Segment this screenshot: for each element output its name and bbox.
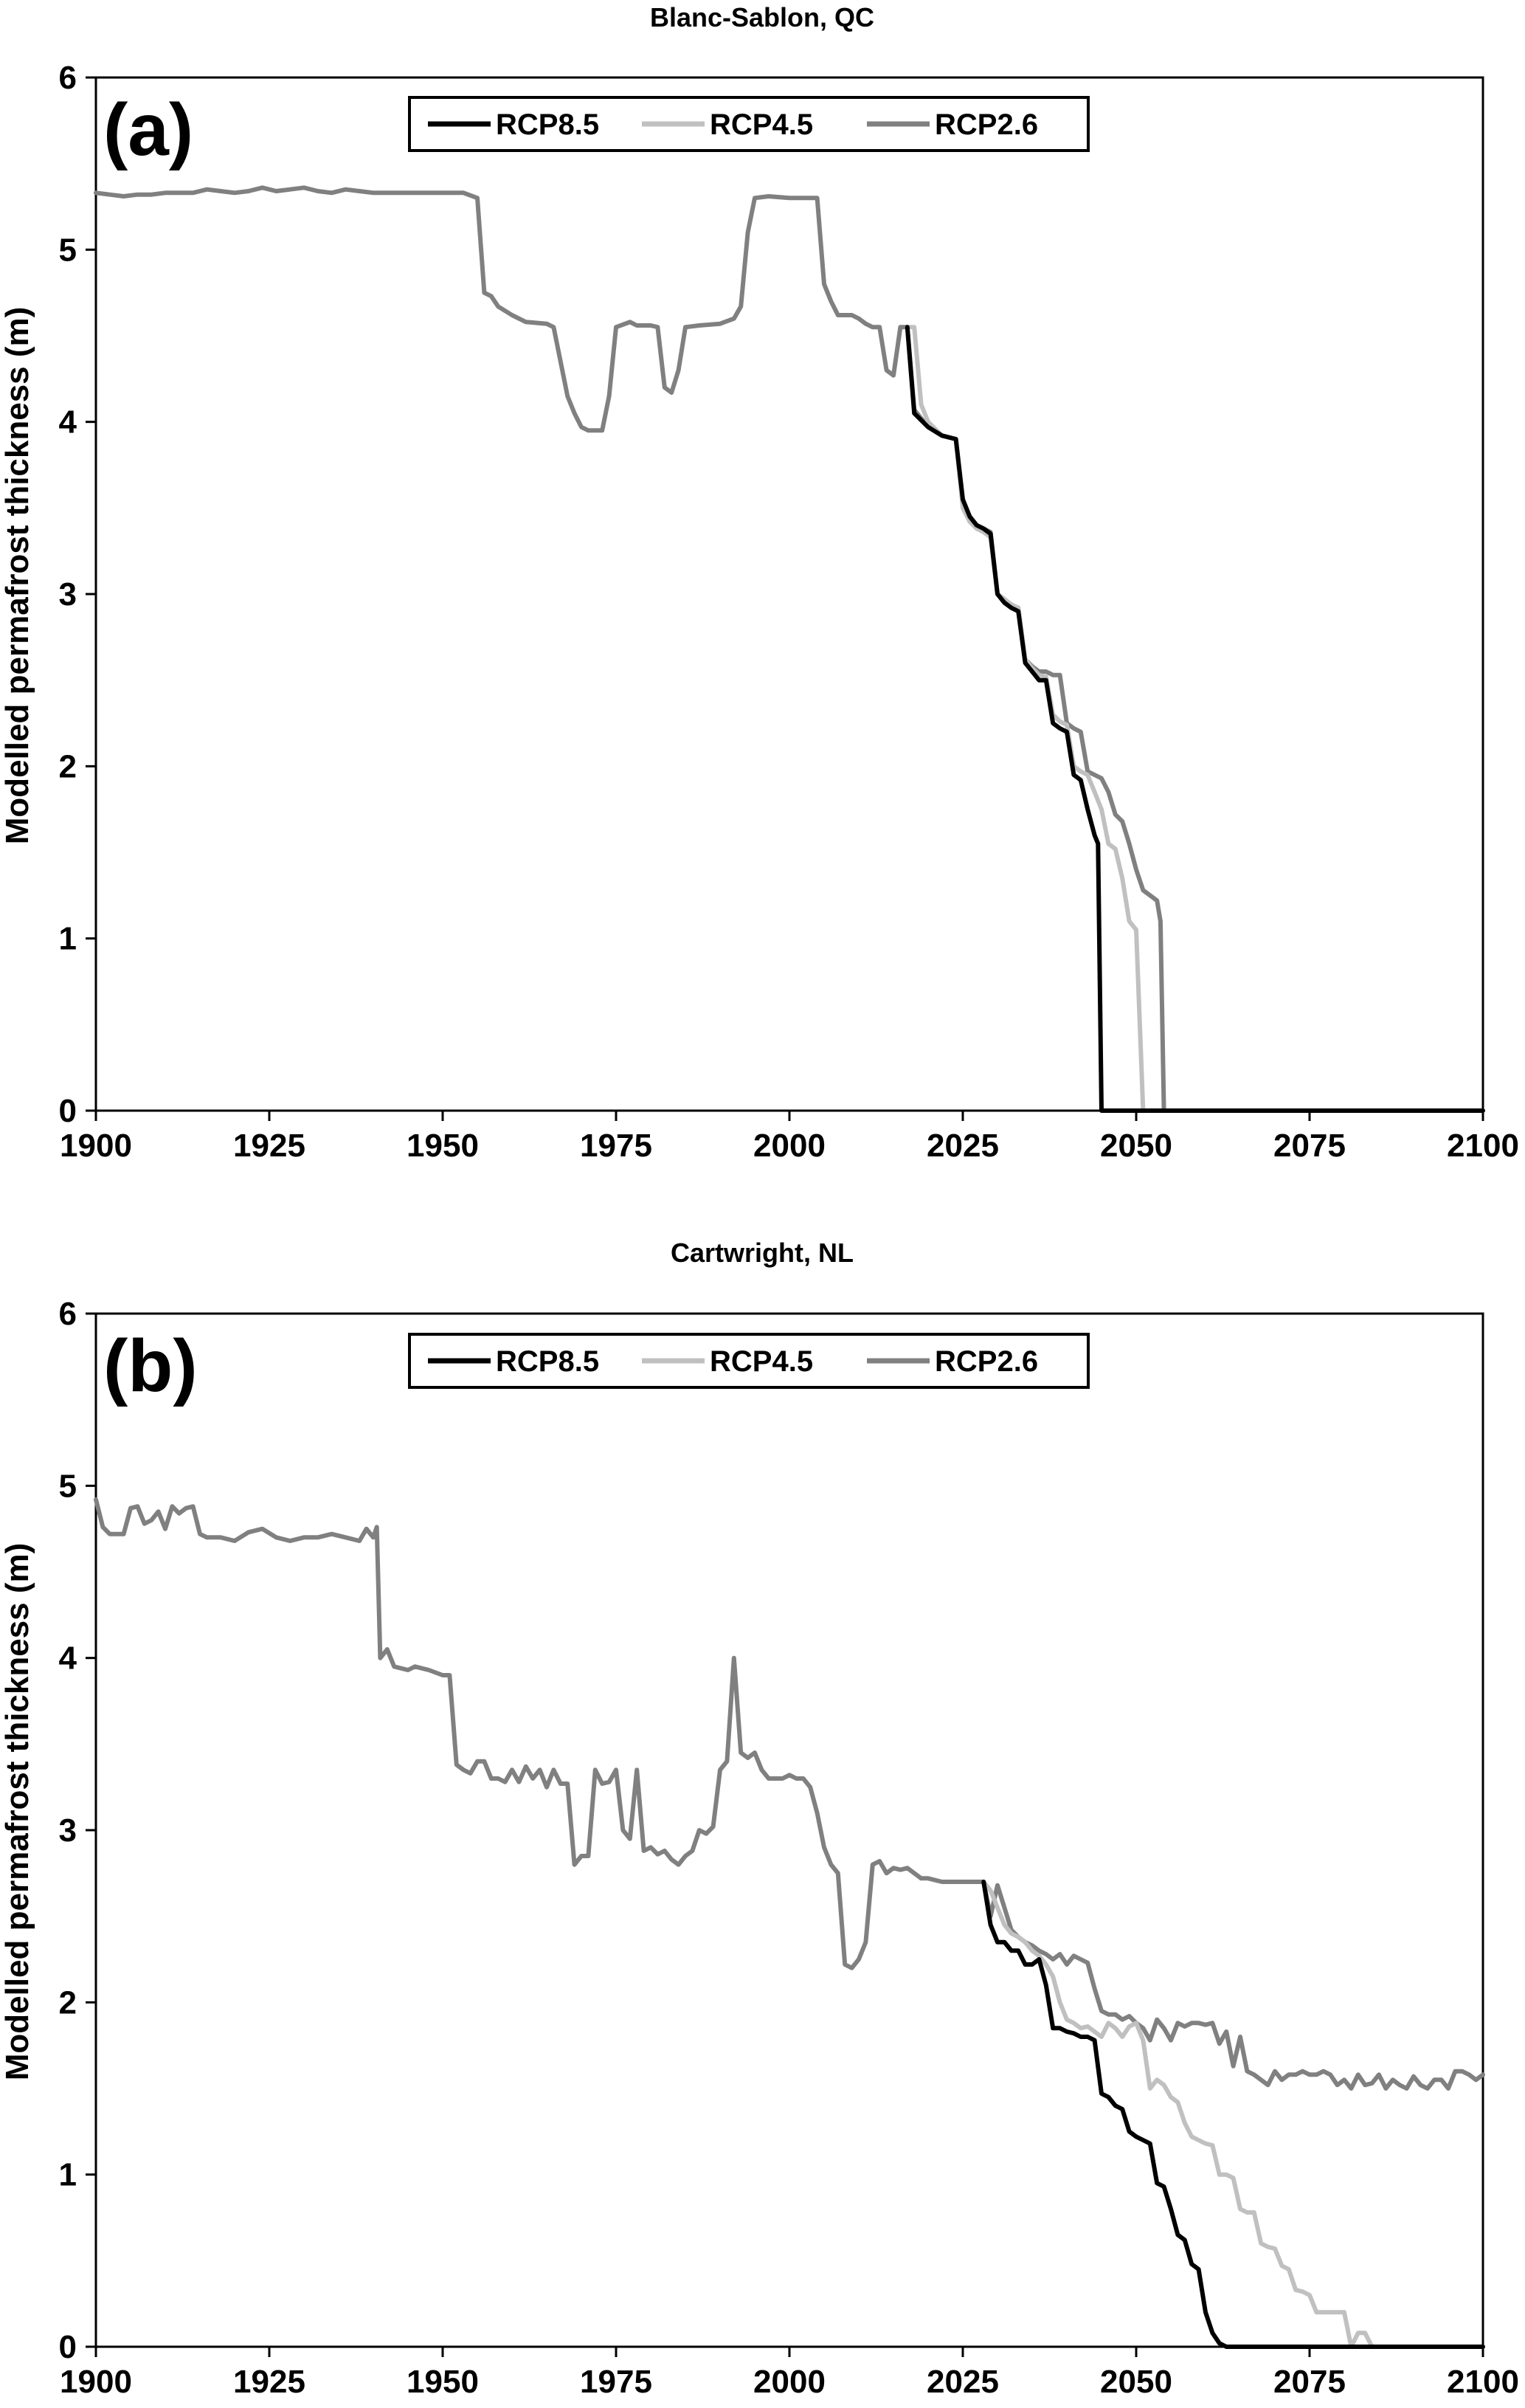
panel-b-legend: RCP8.5 RCP4.5 RCP2.6 xyxy=(408,1333,1090,1389)
panel-b-legend-label-rcp85: RCP8.5 xyxy=(496,1345,599,1378)
panel-b-x-tick-label: 1925 xyxy=(233,2364,305,2400)
panel-b-legend-box xyxy=(408,1333,1090,1389)
panel-a-x-tick-label: 2100 xyxy=(1447,1128,1519,1164)
panel-a-legend: RCP8.5 RCP4.5 RCP2.6 xyxy=(408,96,1090,152)
panel-a-legend-box xyxy=(408,96,1090,152)
panel-b-y-tick-label: 1 xyxy=(59,2157,77,2193)
panel-b-y-tick-label: 6 xyxy=(59,1296,77,1332)
panel-a-y-tick-label: 3 xyxy=(59,576,77,613)
panel-a-x-tick-label: 1925 xyxy=(233,1128,305,1164)
panel-b-y-axis-label: Modelled permafrost thickness (m) xyxy=(0,1543,35,2081)
panel-b-x-tick-label: 2050 xyxy=(1100,2364,1172,2400)
panel-b-legend-label-rcp45: RCP4.5 xyxy=(710,1345,813,1378)
panel-a-y-tick-label: 2 xyxy=(59,748,77,784)
panel-b-title: Cartwright, NL xyxy=(671,1238,854,1268)
panel-a: Blanc-Sablon, QC Modelled permafrost thi… xyxy=(0,2,1519,1164)
panel-a-title: Blanc-Sablon, QC xyxy=(650,2,874,32)
panel-a-plot-area: 1900 1925 1950 1975 2000 2025 2050 2075 2100 0 1 2 3… xyxy=(59,60,1519,1164)
panel-a-x-tick-label: 1950 xyxy=(407,1128,479,1164)
panel-a-y-axis-label: Modelled permafrost thickness (m) xyxy=(0,307,35,845)
panel-a-y-tick-label: 4 xyxy=(59,404,77,441)
panel-b-x-tick-label: 1975 xyxy=(580,2364,652,2400)
panel-b-x-tick-label: 2000 xyxy=(753,2364,826,2400)
panel-b-series-rcp26-line xyxy=(94,1497,1485,2091)
panel-a-tag: (a) xyxy=(103,89,193,171)
panel-b-series-rcp45-line xyxy=(981,1880,1485,2349)
panel-b-y-tick-label: 2 xyxy=(59,1984,77,2021)
panel-a-series-rcp85-line xyxy=(905,325,1485,1113)
panel-a-y-tick-label: 5 xyxy=(59,232,77,268)
panel-b-series-rcp85-line xyxy=(981,1880,1485,2349)
panel-a-x-tick-label: 1975 xyxy=(580,1128,652,1164)
panel-a-legend-label-rcp85: RCP8.5 xyxy=(496,108,599,141)
panel-b-x-tick-label: 1950 xyxy=(407,2364,479,2400)
panel-b-y-tick-label: 3 xyxy=(59,1812,77,1849)
panel-a-x-tick-label: 2000 xyxy=(753,1128,826,1164)
panel-b-x-tick-label: 2075 xyxy=(1273,2364,1346,2400)
panel-b-x-tick-label: 2100 xyxy=(1447,2364,1519,2400)
panel-a-x-tick-label: 1900 xyxy=(60,1128,132,1164)
panel-b-tag: (b) xyxy=(103,1325,198,1407)
panel-a-x-tick-label: 2050 xyxy=(1100,1128,1172,1164)
panel-b-y-tick-label: 4 xyxy=(59,1641,77,1677)
panel-a-x-tick-label: 2025 xyxy=(927,1128,999,1164)
panel-b-x-tick-label: 1900 xyxy=(60,2364,132,2400)
panel-b-legend-label-rcp26: RCP2.6 xyxy=(935,1345,1038,1378)
panel-a-y-tick-label: 1 xyxy=(59,921,77,957)
panel-b-plot-area: 1900 1925 1950 1975 2000 2025 2050 2075 2100 0 1 2 3… xyxy=(59,1296,1519,2400)
panel-a-x-tick-label: 2075 xyxy=(1273,1128,1346,1164)
panel-a-legend-label-rcp26: RCP2.6 xyxy=(935,108,1038,141)
panel-a-legend-label-rcp45: RCP4.5 xyxy=(710,108,813,141)
panel-b-y-tick-label: 5 xyxy=(59,1468,77,1504)
panel-a-series-rcp26-line xyxy=(94,185,1485,1113)
panel-a-y-tick-label: 0 xyxy=(59,1093,77,1129)
panel-a-y-tick-label: 6 xyxy=(59,60,77,96)
panel-b-y-tick-label: 0 xyxy=(59,2329,77,2365)
panel-b-x-tick-label: 2025 xyxy=(927,2364,999,2400)
panel-b: Cartwright, NL Modelled permafrost thick… xyxy=(0,1238,1519,2400)
